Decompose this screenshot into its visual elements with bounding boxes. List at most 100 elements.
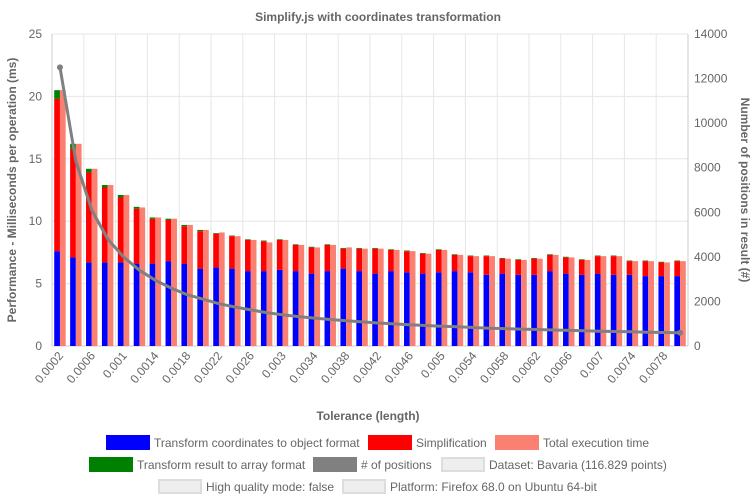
bar-total-execution-time — [489, 256, 495, 346]
legend-swatch — [368, 435, 412, 450]
bar-transform-result-to-array-format — [54, 90, 60, 99]
bar-transform-coordinates-to-object-format — [276, 269, 283, 346]
positions-point — [90, 209, 93, 211]
bar-total-execution-time — [187, 224, 193, 346]
legend-label: Total execution time — [543, 436, 649, 450]
x-tick-label: 0.0038 — [318, 349, 353, 386]
bar-simplification — [165, 219, 172, 262]
bar-transform-result-to-array-format — [563, 256, 569, 258]
bar-transform-coordinates-to-object-format — [626, 274, 633, 346]
bar-transform-coordinates-to-object-format — [292, 271, 299, 346]
x-tick-label: 0.007 — [577, 349, 607, 381]
positions-point — [488, 327, 491, 329]
legend-swatch — [342, 479, 386, 494]
bar-total-execution-time — [616, 256, 623, 346]
x-tick-label: 0.0034 — [286, 349, 321, 386]
bar-transform-coordinates-to-object-format — [658, 276, 665, 346]
y-tick-right-label: 4000 — [694, 250, 721, 264]
positions-point — [234, 306, 236, 308]
legend-swatch — [106, 435, 150, 450]
bar-transform-coordinates-to-object-format — [54, 251, 60, 346]
bar-simplification — [324, 244, 331, 272]
bar-total-execution-time — [298, 244, 305, 346]
legend-swatch — [313, 457, 357, 472]
bar-simplification — [86, 172, 92, 263]
y-tick-left-label: 0 — [35, 339, 42, 353]
y-tick-right-label: 14000 — [694, 27, 728, 41]
positions-point — [361, 321, 363, 323]
bar-transform-coordinates-to-object-format — [117, 262, 124, 346]
bar-simplification — [658, 262, 665, 277]
bar-transform-coordinates-to-object-format — [594, 273, 601, 346]
bar-transform-result-to-array-format — [483, 255, 490, 257]
positions-point — [345, 320, 347, 322]
legend-label: # of positions — [361, 458, 432, 472]
x-tick-label: 0.0058 — [477, 349, 512, 386]
bar-transform-result-to-array-format — [451, 254, 458, 255]
positions-point — [677, 329, 684, 336]
bar-transform-coordinates-to-object-format — [578, 274, 585, 346]
y-tick-left-label: 15 — [29, 152, 43, 166]
y-tick-right-label: 0 — [694, 339, 701, 353]
bar-simplification — [610, 256, 617, 275]
bar-simplification — [245, 239, 251, 272]
positions-point — [393, 323, 395, 325]
y-tick-right-label: 6000 — [694, 205, 721, 219]
bar-transform-coordinates-to-object-format — [197, 268, 204, 346]
bar-total-execution-time — [362, 248, 368, 346]
bar-total-execution-time — [314, 247, 321, 346]
bar-transform-result-to-array-format — [340, 248, 347, 249]
bar-transform-result-to-array-format — [531, 258, 537, 259]
bar-transform-result-to-array-format — [356, 248, 363, 249]
bar-total-execution-time — [346, 247, 352, 346]
bar-transform-result-to-array-format — [324, 244, 331, 245]
bar-total-execution-time — [664, 262, 670, 346]
positions-point — [265, 311, 268, 314]
bar-transform-result-to-array-format — [372, 248, 378, 249]
positions-point — [313, 317, 316, 319]
bar-simplification — [547, 254, 553, 272]
bar-transform-coordinates-to-object-format — [260, 271, 267, 346]
bar-transform-coordinates-to-object-format — [388, 271, 394, 346]
bar-total-execution-time — [139, 207, 146, 346]
legend-label: Platform: Firefox 68.0 on Ubuntu 64-bit — [390, 480, 597, 494]
bar-transform-result-to-array-format — [260, 240, 267, 242]
bar-transform-result-to-array-format — [547, 254, 553, 255]
bar-simplification — [435, 249, 442, 273]
positions-point — [567, 329, 570, 332]
bar-transform-coordinates-to-object-format — [324, 271, 331, 346]
positions-line-path — [58, 67, 681, 335]
bar-transform-coordinates-to-object-format — [499, 273, 506, 346]
bar-total-execution-time — [203, 229, 209, 346]
x-tick-label: 0.0054 — [445, 349, 480, 386]
bar-transform-result-to-array-format — [276, 239, 283, 240]
positions-point — [281, 314, 284, 316]
bar-total-execution-time — [330, 244, 336, 346]
bar-total-execution-time — [266, 242, 273, 346]
y-tick-left-label: 25 — [29, 27, 43, 41]
x-tick-label: 0.0014 — [127, 349, 162, 386]
bar-transform-result-to-array-format — [117, 194, 124, 198]
legend-swatch — [495, 435, 539, 450]
bar-simplification — [340, 248, 347, 269]
y-tick-left-label: 5 — [35, 277, 42, 291]
positions-point — [249, 309, 252, 311]
bar-transform-coordinates-to-object-format — [101, 262, 108, 346]
positions-point — [599, 330, 602, 332]
chart-title: Simplify.js with coordinates transformat… — [255, 10, 501, 24]
bar-simplification — [308, 247, 315, 274]
x-tick-label: 0.0042 — [350, 349, 385, 386]
bar-transform-coordinates-to-object-format — [372, 273, 378, 346]
positions-point — [202, 298, 204, 301]
y-tick-left-label: 10 — [29, 214, 43, 228]
bar-simplification — [356, 248, 363, 272]
positions-line — [56, 64, 684, 336]
positions-point — [504, 327, 506, 330]
positions-point — [552, 329, 554, 331]
bar-simplification — [499, 258, 506, 274]
bar-simplification — [578, 259, 585, 275]
bar-transform-result-to-array-format — [467, 255, 474, 257]
bar-transform-result-to-array-format — [86, 168, 92, 173]
